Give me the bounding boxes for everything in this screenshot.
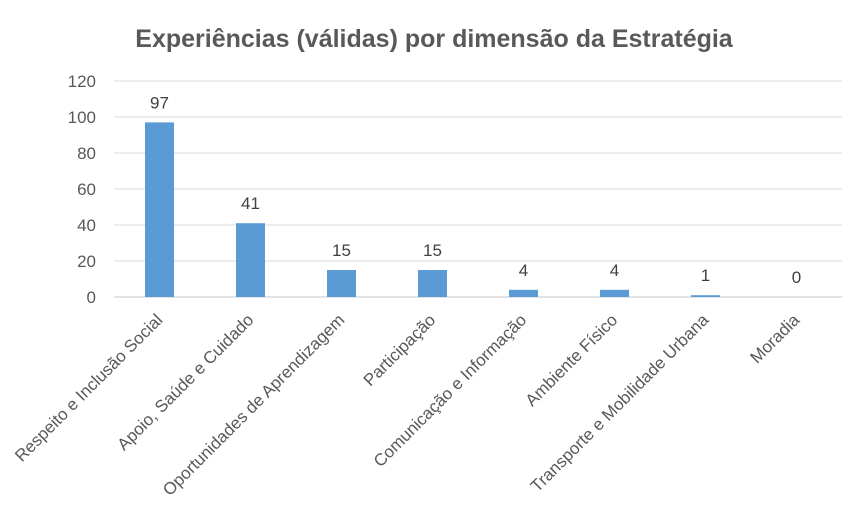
y-tick-label: 60 (77, 180, 96, 199)
y-tick-label: 120 (68, 72, 96, 91)
x-tick-label: Respeito e Inclusão Social (11, 310, 166, 465)
x-tick-label: Oportunidades de Aprendizagem (159, 310, 348, 499)
bar (600, 289, 629, 297)
x-tick-label: Transporte e Mobilidade Urbana (527, 310, 713, 496)
y-tick-label: 100 (68, 108, 96, 127)
chart-title: Experiências (válidas) por dimensão da E… (135, 25, 734, 53)
data-label: 41 (241, 194, 260, 213)
data-label: 4 (610, 261, 619, 280)
bar (418, 270, 447, 297)
bar (145, 122, 174, 298)
data-label: 1 (701, 266, 710, 285)
bar (691, 295, 720, 297)
x-tick-label: Participação (360, 310, 440, 390)
x-tick-label: Comunicação e Informação (370, 310, 530, 470)
bar (236, 223, 265, 297)
x-tick-label: Ambiente Físico (522, 310, 622, 410)
y-tick-label: 40 (77, 216, 96, 235)
y-tick-label: 20 (77, 252, 96, 271)
data-label: 97 (150, 93, 169, 112)
y-tick-label: 80 (77, 144, 96, 163)
y-tick-label: 0 (87, 288, 96, 307)
bar (509, 289, 538, 297)
x-tick-label: Moradia (746, 310, 803, 367)
data-label: 0 (792, 268, 801, 287)
data-label: 15 (423, 241, 442, 260)
data-label: 15 (332, 241, 351, 260)
data-label: 4 (519, 261, 528, 280)
bar (327, 270, 356, 297)
